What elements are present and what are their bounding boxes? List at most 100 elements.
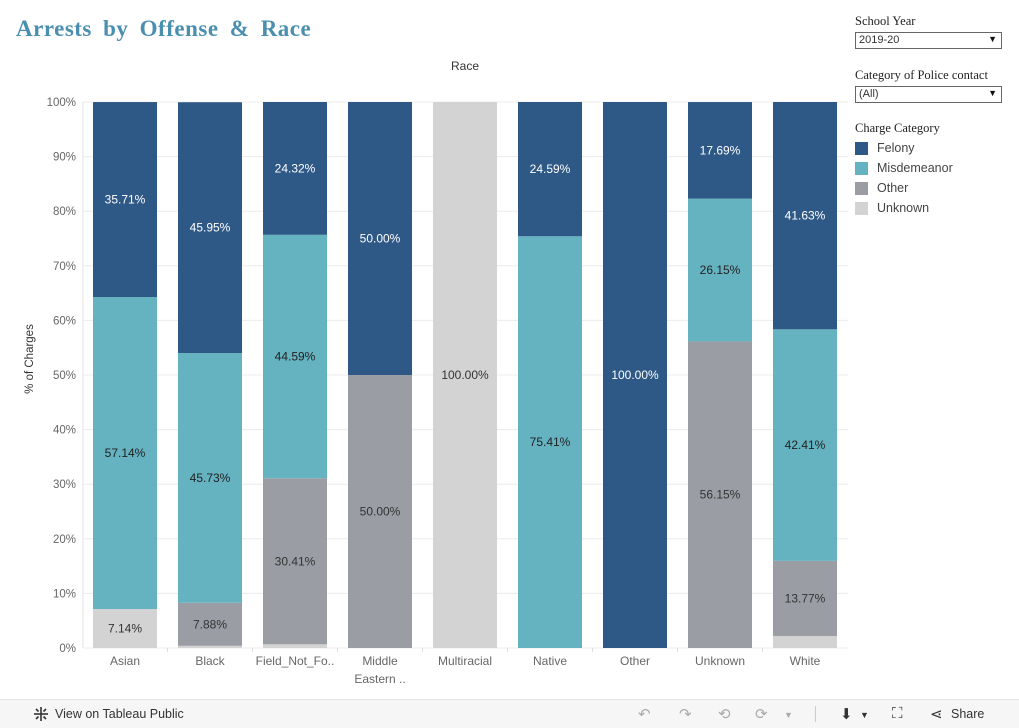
undo-icon[interactable]: ↶: [638, 706, 651, 723]
school-year-dropdown[interactable]: 2019-20 ▼: [855, 32, 1002, 49]
data-label: 45.95%: [190, 221, 231, 235]
bar-segment-misdemeanor: [263, 234, 327, 479]
y-tick-label: 80%: [53, 206, 76, 218]
dashboard-title: Arrests by Offense & Race: [16, 16, 312, 41]
bar-segment-misdemeanor: [688, 198, 752, 342]
data-label: 45.73%: [190, 471, 231, 485]
bar-segment-unknown: [263, 644, 327, 648]
dropdown-arrow-icon: ▼: [988, 88, 997, 98]
legend-swatch: [855, 141, 868, 155]
bar-segment-misdemeanor: [93, 297, 157, 610]
share-button[interactable]: Share: [951, 707, 985, 721]
bar-segment-unknown: [773, 636, 837, 648]
redo-icon[interactable]: ↷: [679, 706, 692, 723]
tableau-toolbar: View on Tableau Public ↶ ↷ ⟲ ⟳ ▼ ⬇ ▼ ⛶ ⋖…: [0, 699, 1019, 728]
y-tick-label: 90%: [53, 152, 76, 164]
police-contact-dropdown[interactable]: (All) ▼: [855, 86, 1002, 103]
bar-segment-other: [688, 341, 752, 648]
y-tick-label: 50%: [53, 370, 76, 382]
bar-segment-felony: [773, 102, 837, 330]
y-tick-label: 10%: [53, 588, 76, 600]
download-icon[interactable]: ⬇: [840, 706, 853, 723]
data-label: 26.15%: [700, 263, 741, 277]
bar-segment-misdemeanor: [178, 353, 242, 603]
bar-segment-felony: [603, 102, 667, 648]
stacked-bar-chart: 0% 10% 20% 30% 40% 50% 60% 70% 80% 90% 100% 7.14% 5…: [24, 59, 848, 686]
legend-item-unknown[interactable]: Unknown: [855, 198, 1015, 218]
data-label: 42.41%: [785, 438, 826, 452]
legend-item-other[interactable]: Other: [855, 178, 1015, 198]
bar-segment-felony: [263, 102, 327, 235]
dropdown-arrow-icon: ▼: [988, 34, 997, 44]
data-label: 100.00%: [441, 368, 489, 382]
chart-title: Race: [451, 59, 479, 73]
x-tick-label: White: [790, 654, 821, 668]
legend-swatch: [855, 181, 868, 195]
x-tick-label: Native: [533, 654, 567, 668]
x-tick-label-line2: Eastern ..: [354, 672, 405, 686]
school-year-value: 2019-20: [859, 34, 900, 46]
bars: 7.14% 57.14% 35.71% 7.88% 45.73% 45.95% 30.41%…: [93, 102, 837, 648]
x-tick-label: Black: [195, 654, 225, 668]
y-axis-label: % of Charges: [24, 324, 36, 394]
y-tick-label: 40%: [53, 425, 76, 437]
data-label: 30.41%: [275, 554, 316, 568]
download-dropdown-icon[interactable]: ▼: [860, 710, 869, 720]
data-label: 75.41%: [530, 435, 571, 449]
x-tick-label: Unknown: [695, 654, 745, 668]
bar-segment-unknown: [93, 609, 157, 648]
legend-swatch: [855, 201, 868, 215]
fullscreen-icon[interactable]: ⛶: [892, 705, 903, 722]
x-tick-label: Asian: [110, 654, 140, 668]
y-axis-ticks: 0% 10% 20% 30% 40% 50% 60% 70% 80% 90% 100%: [47, 97, 76, 655]
data-label: 7.14%: [108, 622, 142, 636]
bar-segment-felony: [93, 102, 157, 298]
data-label: 17.69%: [700, 143, 741, 157]
data-label: 7.88%: [193, 617, 227, 631]
legend-item-misdemeanor[interactable]: Misdemeanor: [855, 158, 1015, 178]
y-tick-label: 30%: [53, 479, 76, 491]
bar-segment-other: [773, 560, 837, 637]
data-label: 24.32%: [275, 161, 316, 175]
school-year-label: School Year: [855, 14, 916, 28]
police-contact-value: (All): [859, 88, 879, 100]
data-label: 44.59%: [275, 350, 316, 364]
bar-segment-misdemeanor: [518, 236, 582, 648]
bar-segment-unknown: [433, 102, 497, 648]
data-label: 57.14%: [105, 446, 146, 460]
legend-item-felony[interactable]: Felony: [855, 138, 1015, 158]
view-on-tableau-link[interactable]: View on Tableau Public: [55, 707, 184, 721]
bar-segment-felony: [178, 102, 242, 354]
revert-icon[interactable]: ⟲: [718, 706, 731, 723]
pause-dropdown-icon[interactable]: ▼: [784, 710, 793, 720]
data-label: 35.71%: [105, 193, 146, 207]
legend-label: Felony: [877, 141, 915, 155]
data-label: 50.00%: [360, 505, 401, 519]
refresh-icon[interactable]: ⟳: [755, 706, 768, 723]
data-label: 41.63%: [785, 209, 826, 223]
data-label: 50.00%: [360, 232, 401, 246]
bar-segment-unknown: [178, 645, 242, 648]
tableau-logo-icon: [34, 707, 48, 721]
x-tick-label: Middle: [362, 654, 398, 668]
toolbar-divider: [815, 706, 816, 722]
data-label: 56.15%: [700, 488, 741, 502]
police-contact-label: Category of Police contact: [855, 68, 988, 82]
bar-segment-other: [348, 375, 412, 648]
y-tick-label: 70%: [53, 261, 76, 273]
legend-label: Unknown: [877, 201, 930, 215]
y-tick-label: 0%: [59, 643, 76, 655]
bar-segment-other: [178, 602, 242, 646]
bar-segment-felony: [688, 102, 752, 199]
legend-label: Misdemeanor: [877, 161, 953, 175]
x-tick-label: Field_Not_Fo..: [256, 654, 335, 668]
side-panel: School Year 2019-20 ▼ Category of Police…: [855, 14, 1015, 218]
share-icon[interactable]: ⋖: [930, 706, 943, 723]
x-axis-ticks: Asian Black Field_Not_Fo.. Middle Eastern ..…: [110, 648, 821, 686]
legend-label: Other: [877, 181, 909, 195]
x-tick-label: Multiracial: [438, 654, 492, 668]
data-label: 13.77%: [785, 591, 826, 605]
legend-title: Charge Category: [855, 121, 940, 135]
data-label: 24.59%: [530, 162, 571, 176]
x-tick-label: Other: [620, 654, 650, 668]
